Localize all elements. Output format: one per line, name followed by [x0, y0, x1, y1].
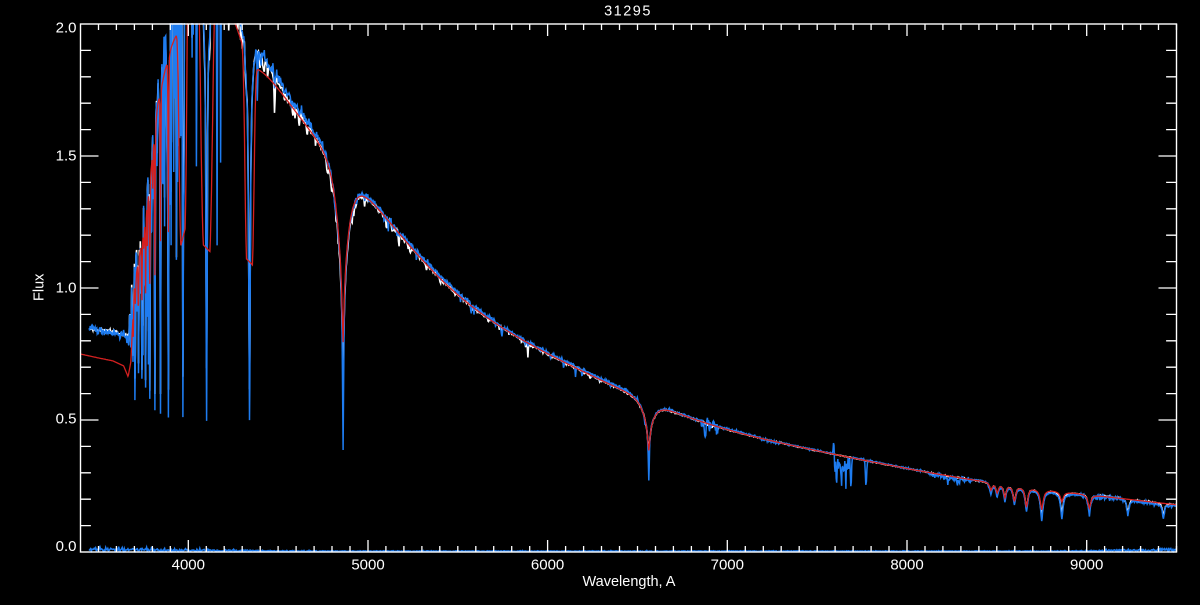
svg-text:1.5: 1.5 [56, 148, 77, 165]
svg-text:1.0: 1.0 [56, 279, 77, 296]
svg-text:4000: 4000 [172, 557, 205, 574]
svg-text:9000: 9000 [1070, 557, 1103, 574]
svg-text:0.0: 0.0 [56, 538, 77, 555]
svg-text:0.5: 0.5 [56, 411, 77, 428]
svg-text:31295: 31295 [604, 4, 652, 20]
svg-text:7000: 7000 [711, 557, 744, 574]
svg-text:2.0: 2.0 [56, 20, 77, 37]
svg-text:8000: 8000 [890, 557, 923, 574]
svg-text:6000: 6000 [531, 557, 564, 574]
svg-text:5000: 5000 [351, 557, 384, 574]
svg-text:Wavelength, A: Wavelength, A [583, 574, 676, 590]
svg-text:Flux: Flux [32, 273, 48, 301]
